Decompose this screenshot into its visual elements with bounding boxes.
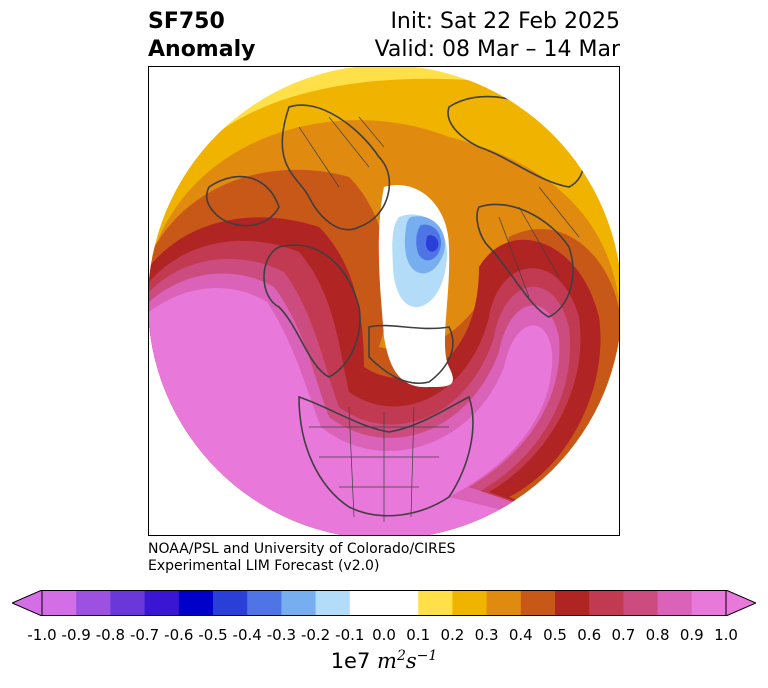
colorbar (12, 590, 756, 616)
colorbar-tick-label: 1.0 (714, 626, 738, 644)
colorbar-tick-label: -1.0 (27, 626, 57, 644)
colorbar-under-arrow (12, 590, 43, 616)
colorbar-tick-label: 0.3 (474, 626, 499, 644)
colorbar-cell (657, 590, 693, 616)
colorbar-cell (247, 590, 282, 616)
colorbar-cell (110, 590, 146, 616)
colorbar-tick-label: 0.1 (406, 626, 431, 644)
colorbar-tick-label: -0.6 (164, 626, 194, 644)
colorbar-tick-label: 0.9 (679, 626, 704, 644)
colorbar-cell (281, 590, 317, 616)
anomaly-field (149, 67, 619, 535)
field-neg-0.5 (426, 235, 439, 252)
colorbar-cell (486, 590, 522, 616)
colorbar-tick-label: -0.8 (95, 626, 126, 644)
colorbar-tick-label: 0.7 (611, 626, 636, 644)
colorbar-tick-label: 0.2 (440, 626, 465, 644)
map-title: SF750 Anomaly (148, 8, 255, 64)
colorbar-tick-label: 0.8 (645, 626, 670, 644)
colorbar-tick-label: -0.5 (198, 626, 228, 644)
colorbar-cells (42, 590, 727, 616)
colorbar-tick-label: -0.3 (266, 626, 297, 644)
colorbar-cell (42, 590, 77, 616)
init-date: Init: Sat 22 Feb 2025 (390, 9, 620, 34)
colorbar-cell (520, 590, 556, 616)
colorbar-cell (418, 590, 453, 616)
colorbar-tick-label: -0.9 (61, 626, 91, 644)
map-panel (148, 66, 620, 536)
forecast-dates: Init: Sat 22 Feb 2025 Valid: 08 Mar – 14… (375, 8, 620, 64)
colorbar-cell (178, 590, 214, 616)
colorbar-tick-label: 0.4 (508, 626, 533, 644)
colorbar-cell (315, 590, 351, 616)
colorbar-cell (384, 590, 419, 616)
colorbar-tick-label: -0.2 (300, 626, 331, 644)
colorbar-ticks: -1.0 -0.9 -0.8 -0.7 -0.6 -0.5 -0.4 -0.3 -0.2 -0.1… (0, 626, 768, 646)
colorbar-cell (623, 590, 659, 616)
polar-stereographic-map (149, 67, 619, 535)
colorbar-tick-label: 0.5 (543, 626, 567, 644)
colorbar-cell (349, 590, 385, 616)
colorbar-cell (691, 590, 727, 616)
colorbar-over-arrow (725, 590, 756, 616)
title-type: Anomaly (148, 37, 256, 62)
credit-text: NOAA/PSL and University of Colorado/CIRE… (148, 541, 456, 575)
credit-line-2: Experimental LIM Forecast (v2.0) (148, 558, 380, 574)
colorbar-cell (213, 590, 248, 616)
colorbar-tick-label: 0.6 (577, 626, 602, 644)
colorbar-cell (76, 590, 111, 616)
title-variable: SF750 (148, 9, 225, 34)
colorbar-tick-label: -0.7 (129, 626, 160, 644)
colorbar-cell (452, 590, 488, 616)
political-borders (298, 116, 580, 522)
colorbar-cell (144, 590, 180, 616)
colorbar-unit-label: 1e7 m2s−1 (330, 648, 438, 673)
colorbar-tick-label: 0.0 (372, 626, 396, 644)
colorbar-outline (41, 590, 727, 616)
colorbar-cell (589, 590, 624, 616)
colorbar-tick-label: -0.1 (335, 626, 365, 644)
field-0.9 (149, 288, 619, 535)
colorbar-cell (555, 590, 590, 616)
valid-range: Valid: 08 Mar – 14 Mar (374, 37, 620, 62)
credit-line-1: NOAA/PSL and University of Colorado/CIRE… (148, 541, 456, 557)
colorbar-tick-label: -0.4 (232, 626, 262, 644)
